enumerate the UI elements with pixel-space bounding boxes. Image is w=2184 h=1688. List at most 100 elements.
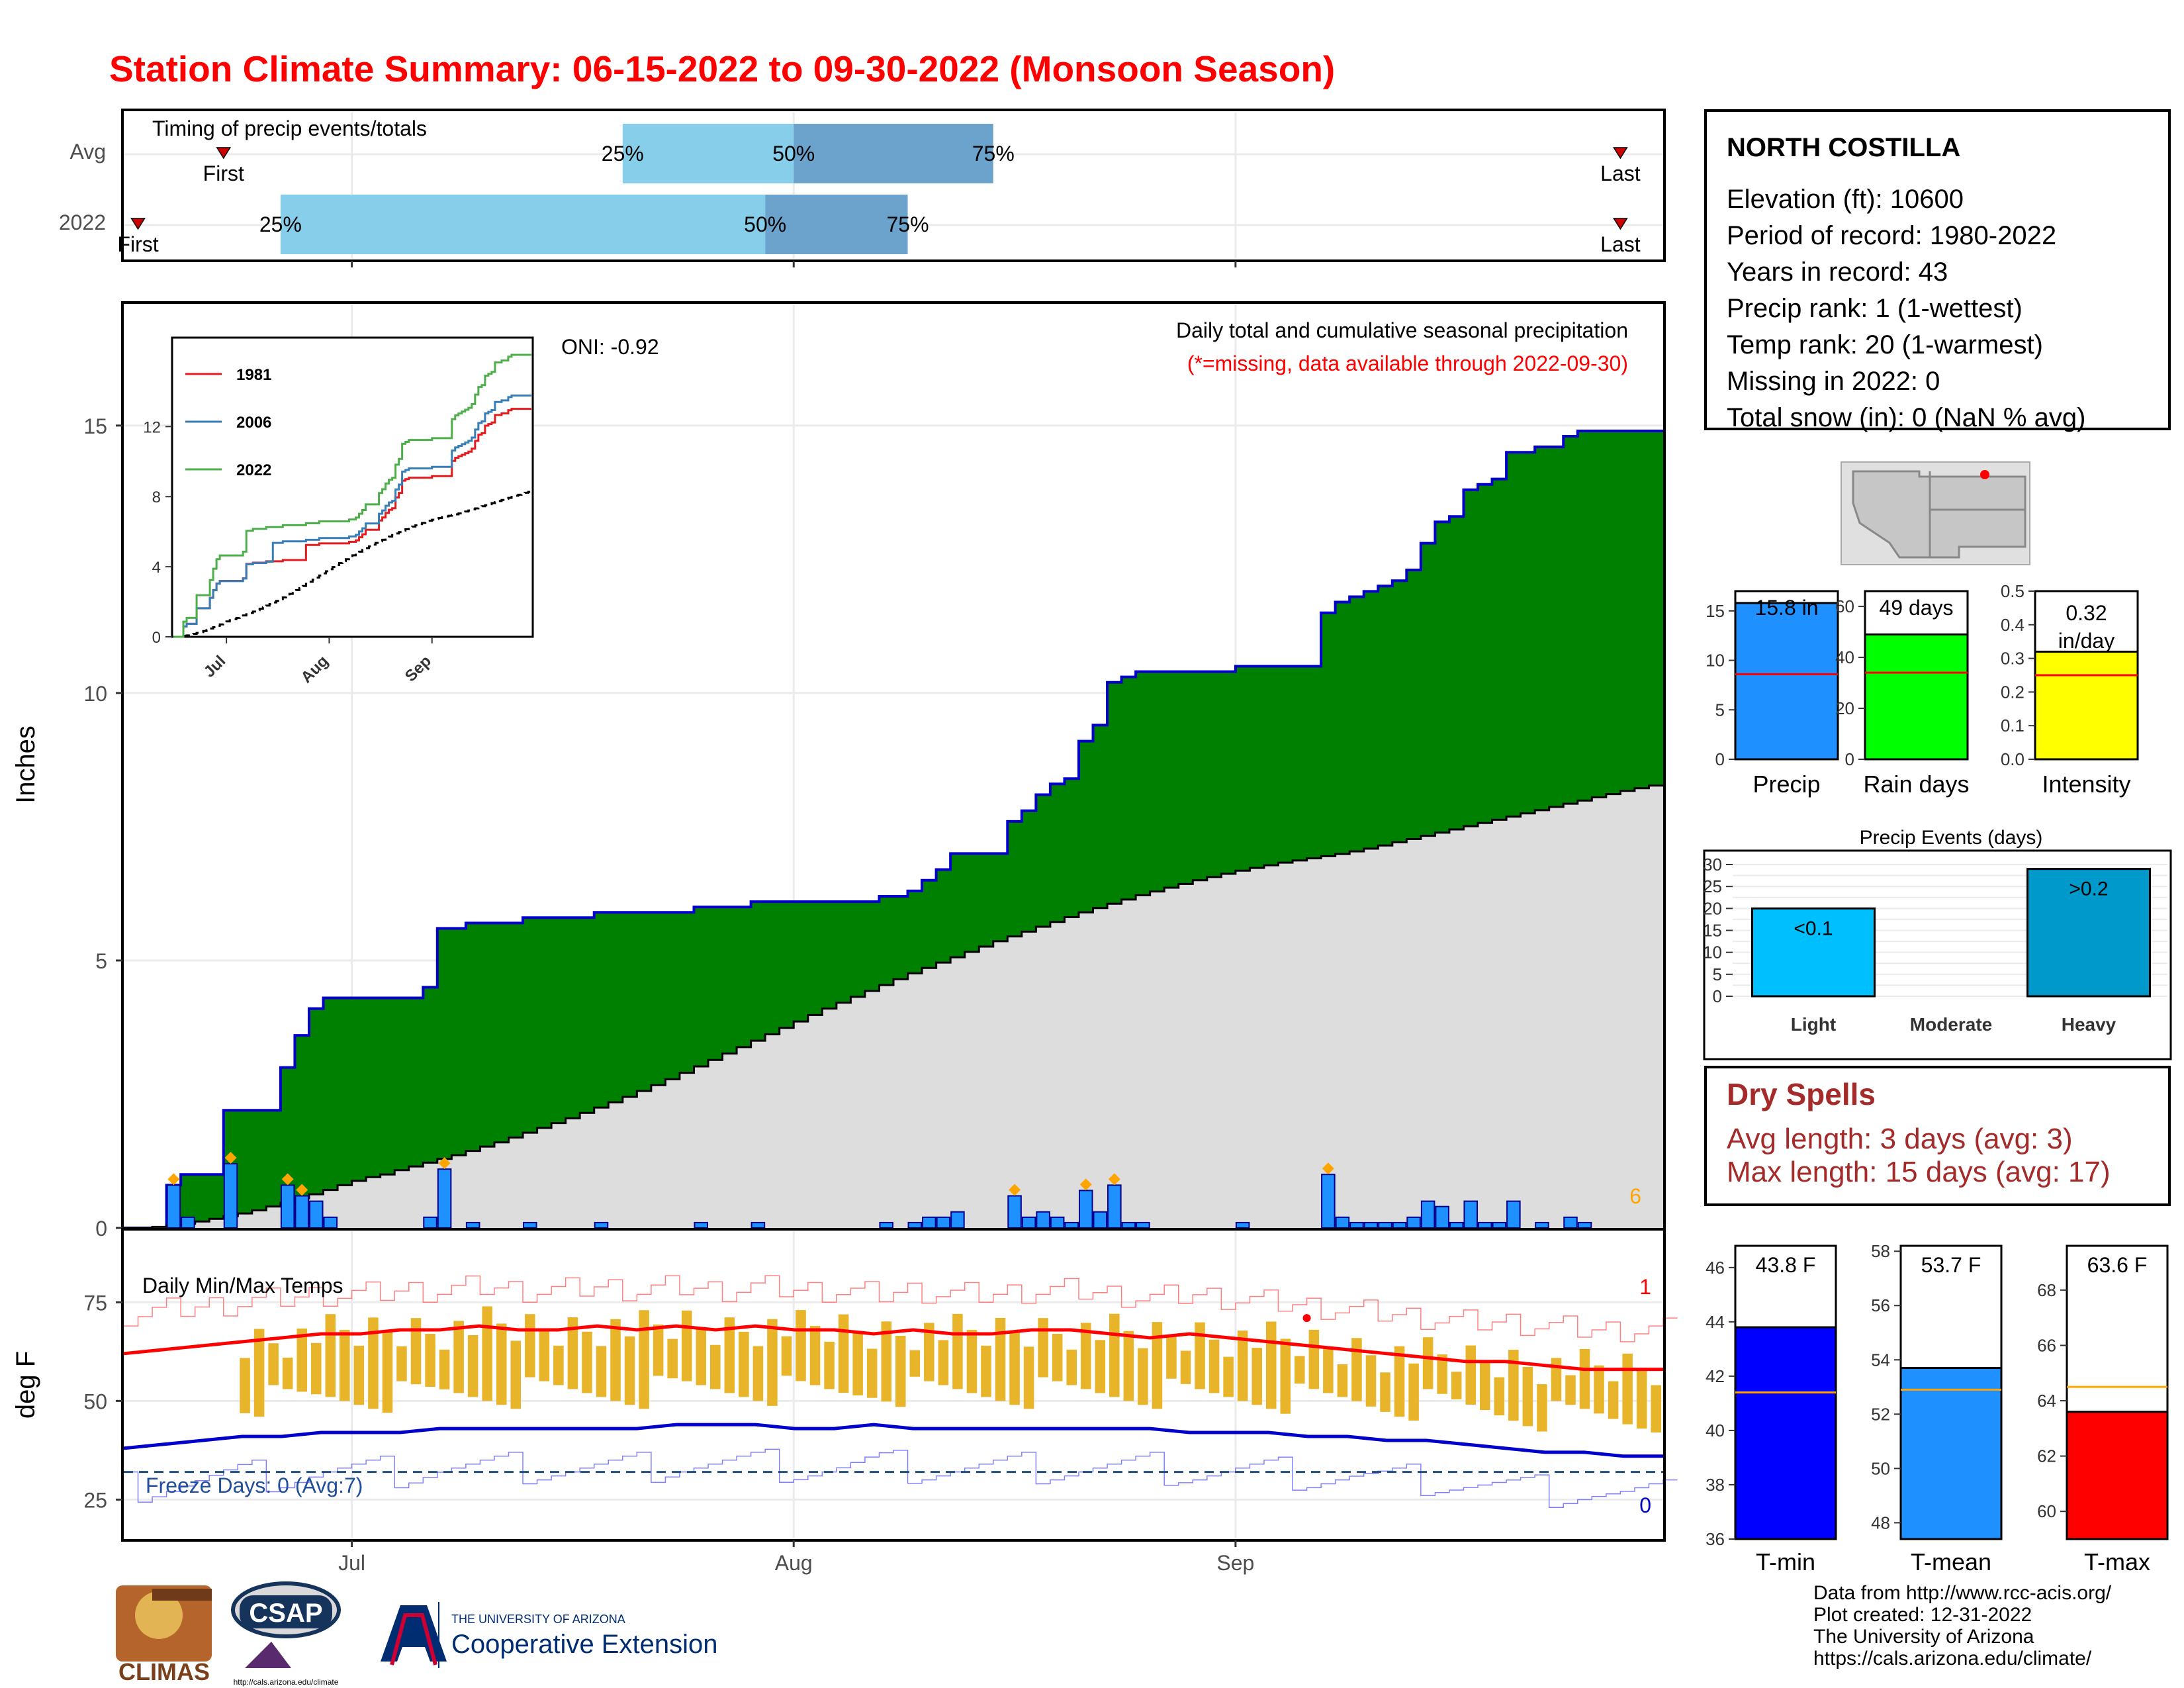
daily-temp-bar bbox=[696, 1327, 707, 1385]
daily-precip-bar bbox=[1535, 1221, 1549, 1229]
timing-bars: 25% 50% 75% First Last 25% 50% 75% First Last bbox=[117, 124, 1641, 256]
daily-precip-bar bbox=[1007, 1195, 1022, 1229]
daily-temp-bar bbox=[1208, 1339, 1220, 1393]
daily-precip-bar bbox=[950, 1211, 965, 1229]
daily-temp-bar bbox=[824, 1341, 835, 1389]
timing-row-label-2022: 2022 bbox=[59, 211, 106, 234]
daily-temp-bar bbox=[253, 1329, 265, 1417]
cumulative-avg-area bbox=[124, 785, 1663, 1228]
daily-temp-bar bbox=[1537, 1384, 1547, 1432]
daily-temp-bar bbox=[1579, 1348, 1590, 1409]
temp-stat-y-tick-label: 68 bbox=[2037, 1280, 2056, 1300]
stat-value-label: 49 days bbox=[1879, 596, 1953, 620]
daily-temp-bar bbox=[325, 1314, 336, 1397]
temp-stat-y-tick-label: 56 bbox=[1871, 1295, 1890, 1315]
timing-last-label: Last bbox=[1600, 232, 1641, 256]
timing-first-marker bbox=[130, 218, 146, 230]
daily-temp-bar bbox=[1095, 1340, 1106, 1393]
daily-temp-bar bbox=[567, 1317, 578, 1389]
stat-y-tick-label: 20 bbox=[1835, 698, 1854, 718]
daily-temp-bar bbox=[710, 1344, 721, 1389]
daily-temp-bar bbox=[410, 1318, 422, 1385]
temp-bottom-count: 0 bbox=[1639, 1493, 1651, 1517]
credit-line: The University of Arizona bbox=[1813, 1626, 2034, 1648]
temp-axes: 25 50 75 Jul Aug Sep bbox=[83, 1291, 1254, 1575]
daily-precip-bar bbox=[1463, 1200, 1479, 1229]
precip-marker bbox=[1108, 1173, 1120, 1186]
inset-frame bbox=[171, 336, 534, 638]
daily-precip-bar bbox=[1406, 1216, 1421, 1229]
daily-temp-bar bbox=[510, 1340, 522, 1409]
stat-bar bbox=[2034, 650, 2139, 761]
timing-panel-label: Timing of precip events/totals bbox=[152, 117, 427, 140]
daily-temp-bar bbox=[268, 1343, 279, 1385]
stat-y-tick-label: 0.2 bbox=[2001, 682, 2025, 702]
temp-grid bbox=[124, 1231, 1663, 1538]
temp-stat-y-tick-label: 36 bbox=[1706, 1529, 1725, 1549]
precip-y-tick-label: 10 bbox=[83, 682, 107, 706]
daily-temp-bar bbox=[1152, 1322, 1163, 1409]
daily-temp-bar bbox=[240, 1358, 250, 1413]
events-y-tick-label: 0 bbox=[1713, 986, 1722, 1006]
stat-y-tick-label: 0.4 bbox=[2001, 615, 2025, 635]
inset-legend-label: 2022 bbox=[236, 461, 271, 479]
precip-marker bbox=[167, 1173, 180, 1186]
daily-temp-bar bbox=[1038, 1318, 1048, 1378]
daily-precip-bar bbox=[1093, 1211, 1108, 1229]
stat-y-tick-label: 5 bbox=[1715, 700, 1725, 720]
daily-temp-bar bbox=[353, 1345, 365, 1405]
precip-count-label: 6 bbox=[1629, 1184, 1641, 1208]
stat-y-tick-label: 15 bbox=[1706, 601, 1725, 621]
daily-temp-bar bbox=[596, 1346, 607, 1397]
daily-precip-bar bbox=[694, 1221, 709, 1229]
daily-temp-bar bbox=[881, 1321, 891, 1402]
precip-marker bbox=[438, 1157, 451, 1170]
timing-p75-label: 75% bbox=[972, 142, 1015, 165]
temp-stat-value-label: 53.7 F bbox=[1921, 1253, 1981, 1277]
inset-2022-line bbox=[173, 353, 531, 638]
inset-legend-label: 1981 bbox=[236, 366, 271, 384]
credit-line: Plot created: 12-31-2022 bbox=[1813, 1604, 2032, 1626]
timing-last-marker bbox=[1613, 218, 1628, 230]
daily-precip-bar bbox=[280, 1184, 295, 1229]
stat-bar bbox=[1864, 633, 1969, 761]
daily-temp-bar bbox=[1380, 1372, 1390, 1412]
temp-stat-name-label: T-min bbox=[1756, 1548, 1815, 1575]
daily-precip-bar bbox=[1349, 1221, 1364, 1229]
temp-stat-y-tick-label: 52 bbox=[1871, 1404, 1890, 1424]
climas-logo: CLIMAS bbox=[116, 1585, 212, 1685]
events-y-tick-label: 30 bbox=[1703, 855, 1722, 874]
daily-temp-bar bbox=[1594, 1365, 1604, 1414]
dry-spells-title: Dry Spells bbox=[1727, 1077, 1876, 1111]
daily-temp-bar bbox=[1295, 1356, 1305, 1384]
temp-y-tick-label: 75 bbox=[83, 1291, 107, 1315]
daily-temp-bar bbox=[296, 1329, 307, 1392]
small-stat-bars: 0 5 10 15 15.8 in Precip 0 20 40 60 49 days Rain da… bbox=[1706, 581, 2139, 798]
events-y-tick-label: 10 bbox=[1703, 943, 1722, 962]
timing-first-label: First bbox=[203, 162, 244, 185]
temp-content bbox=[123, 1275, 1678, 1509]
timing-p25-label: 25% bbox=[259, 212, 302, 236]
events-category-label: Moderate bbox=[1910, 1014, 1992, 1035]
daily-precip-bar bbox=[223, 1163, 238, 1229]
daily-precip-bar bbox=[751, 1221, 766, 1229]
precip-areas bbox=[124, 429, 1663, 1229]
precip-marker bbox=[224, 1152, 237, 1164]
daily-temp-bar bbox=[525, 1314, 535, 1378]
timing-last-marker bbox=[1613, 147, 1628, 160]
timing-p50-label: 50% bbox=[772, 142, 815, 165]
daily-temp-bar bbox=[439, 1349, 450, 1389]
daily-precip-bar bbox=[1449, 1221, 1464, 1229]
daily-temp-bar bbox=[966, 1330, 978, 1393]
daily-precip-bar bbox=[1064, 1221, 1079, 1229]
timing-p50-label: 50% bbox=[744, 212, 786, 236]
daily-precip-bar bbox=[1478, 1221, 1492, 1229]
daily-temp-bar bbox=[639, 1310, 649, 1409]
inset-y-tick-label: 12 bbox=[143, 418, 161, 436]
daily-temp-bar bbox=[1023, 1346, 1034, 1409]
csap-logo: CSAP http://cals.arizona.edu/climate bbox=[231, 1581, 341, 1687]
daily-temp-bar bbox=[1195, 1322, 1205, 1389]
events-bar bbox=[2026, 868, 2151, 998]
temp-panel-border bbox=[121, 1228, 1666, 1542]
